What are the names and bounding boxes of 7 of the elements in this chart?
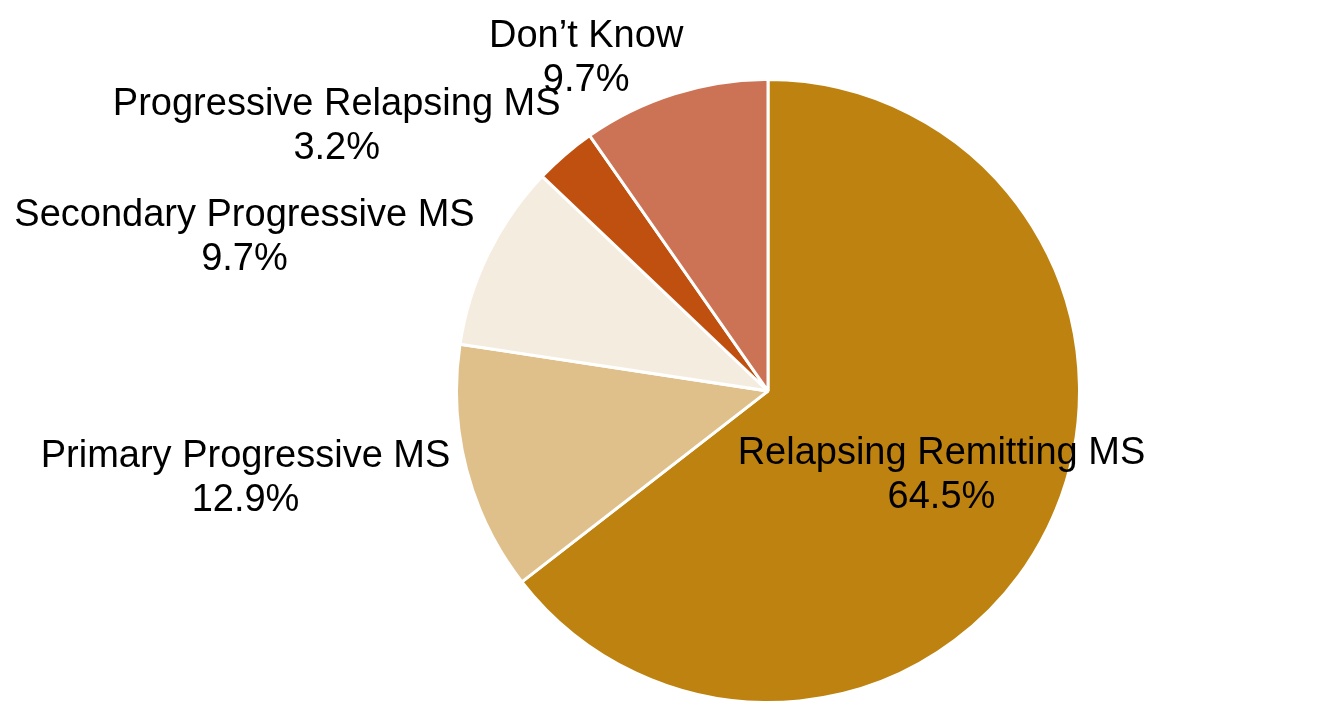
slice-label: Primary Progressive MS	[40, 433, 451, 476]
data-label: 64.5%	[887, 474, 996, 517]
data-label: 9.7%	[201, 236, 288, 278]
slice-label: Don’t Know	[489, 12, 684, 55]
slice-label: Secondary Progressive MS	[14, 192, 475, 234]
data-label: 3.2%	[293, 124, 381, 167]
data-label: 12.9%	[191, 477, 300, 520]
